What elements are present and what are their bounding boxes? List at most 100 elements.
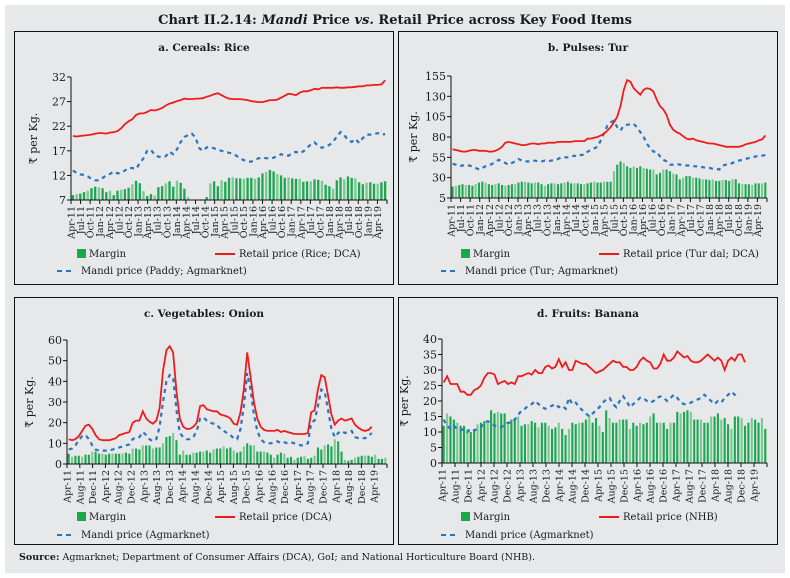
margin-bar xyxy=(365,182,368,200)
margin-bar xyxy=(567,428,571,463)
margin-bar xyxy=(724,180,727,198)
margin-bar xyxy=(452,419,455,463)
margin-bar xyxy=(497,183,500,198)
margin-bar xyxy=(500,413,503,463)
margin-bar xyxy=(153,195,156,200)
margin-bar xyxy=(185,454,188,464)
x-tick-label: Apr-15 xyxy=(594,469,605,503)
margin-bar xyxy=(741,184,744,198)
margin-bar xyxy=(520,181,523,198)
x-tick-label: Aug-13 xyxy=(152,470,163,505)
legend-margin-label: Margin xyxy=(89,512,127,523)
margin-bar xyxy=(550,428,554,463)
margin-bar xyxy=(97,187,101,200)
y-axis-label: ₹ per Kg. xyxy=(407,111,420,163)
margin-bar xyxy=(612,171,615,198)
x-tick-label: Dec-11 xyxy=(464,469,475,503)
margin-bar xyxy=(383,181,387,200)
margin-bar xyxy=(108,190,112,200)
margin-bar xyxy=(570,183,573,198)
margin-bar xyxy=(350,177,353,200)
legend-mandi-label: Mandi price (Agmarknet) xyxy=(465,530,594,541)
margin-bar xyxy=(380,458,383,464)
margin-bar xyxy=(328,186,331,200)
margin-bar xyxy=(619,161,622,198)
margin-bar xyxy=(469,432,472,463)
margin-bar xyxy=(148,445,151,464)
margin-bar xyxy=(510,184,513,198)
margin-bar xyxy=(374,454,377,464)
x-tick-label: Apr-17 xyxy=(293,470,304,504)
y-tick-label: 30 xyxy=(423,364,437,377)
x-tick-label: Apr-12 xyxy=(105,206,116,240)
margin-bar xyxy=(699,419,703,463)
mandi-price-line xyxy=(452,119,766,171)
panel-title: d. Fruits: Banana xyxy=(537,308,639,320)
x-tick-label: Jan-13 xyxy=(514,204,525,236)
margin-bar xyxy=(473,428,476,463)
margin-bar xyxy=(272,171,275,200)
margin-bar xyxy=(593,181,596,198)
margin-bar xyxy=(683,411,686,463)
x-tick-label: Dec-14 xyxy=(581,469,592,503)
margin-bar xyxy=(337,441,340,464)
margin-bar xyxy=(216,186,219,200)
margin-bar xyxy=(300,456,303,464)
margin-bar xyxy=(747,184,750,198)
margin-bar xyxy=(188,454,191,464)
legend-retail-label: Retail price (DCA) xyxy=(239,512,332,523)
x-tick-label: Apr-11 xyxy=(447,204,458,238)
margin-bar xyxy=(513,418,516,463)
margin-bar xyxy=(737,416,740,463)
margin-bar xyxy=(330,446,333,464)
margin-bar xyxy=(576,183,579,198)
margin-bar xyxy=(601,432,604,463)
margin-bar xyxy=(293,459,296,464)
margin-bar xyxy=(584,419,587,463)
margin-bar xyxy=(527,182,530,198)
margin-bar xyxy=(642,424,645,463)
margin-bar xyxy=(679,413,682,463)
margin-bar xyxy=(691,177,694,198)
x-tick-label: Jul-12 xyxy=(494,204,505,233)
legend-margin-label: Margin xyxy=(473,512,511,523)
margin-bar xyxy=(564,435,567,463)
margin-bar xyxy=(504,185,507,198)
title-suffix: Retail Price across Key Food Items xyxy=(373,13,632,28)
x-tick-label: Jul-14 xyxy=(571,204,582,233)
margin-bar xyxy=(231,177,234,200)
x-tick-label: Jan-12 xyxy=(95,206,106,238)
margin-bar xyxy=(205,197,208,200)
x-tick-label: Jul-16 xyxy=(648,204,659,233)
margin-bar xyxy=(523,424,526,463)
margin-bar xyxy=(168,181,171,200)
margin-bar xyxy=(544,422,547,463)
legend-retail-label: Retail price (NHB) xyxy=(623,512,718,523)
margin-bar xyxy=(273,457,276,464)
margin-bar xyxy=(324,184,327,200)
x-tick-label: Apr-19 xyxy=(370,470,381,504)
x-tick-label: Aug-12 xyxy=(114,470,125,505)
margin-bar xyxy=(514,184,517,198)
margin-bar xyxy=(296,457,299,464)
x-tick-label: Oct-13 xyxy=(542,204,553,236)
margin-bar xyxy=(750,418,753,463)
x-tick-label: Jan-17 xyxy=(287,206,298,238)
x-tick-label: Jul-17 xyxy=(686,204,697,233)
margin-bar xyxy=(459,425,462,463)
margin-bar xyxy=(249,445,252,464)
margin-bar xyxy=(461,184,464,198)
x-tick-label: Apr-19 xyxy=(373,206,384,240)
legend-margin-swatch xyxy=(461,512,470,521)
margin-bar xyxy=(343,179,346,200)
y-tick-label: 30 xyxy=(432,172,446,185)
margin-bar xyxy=(629,167,632,198)
x-tick-label: Aug-18 xyxy=(724,469,735,504)
margin-bar xyxy=(138,449,141,464)
title-italic-mandi: Mandi xyxy=(261,13,308,28)
x-tick-label: Dec-13 xyxy=(165,470,176,504)
y-tick-label: 60 xyxy=(48,334,62,347)
margin-bar xyxy=(81,456,84,464)
margin-bar xyxy=(222,446,225,464)
margin-bar xyxy=(638,422,642,463)
